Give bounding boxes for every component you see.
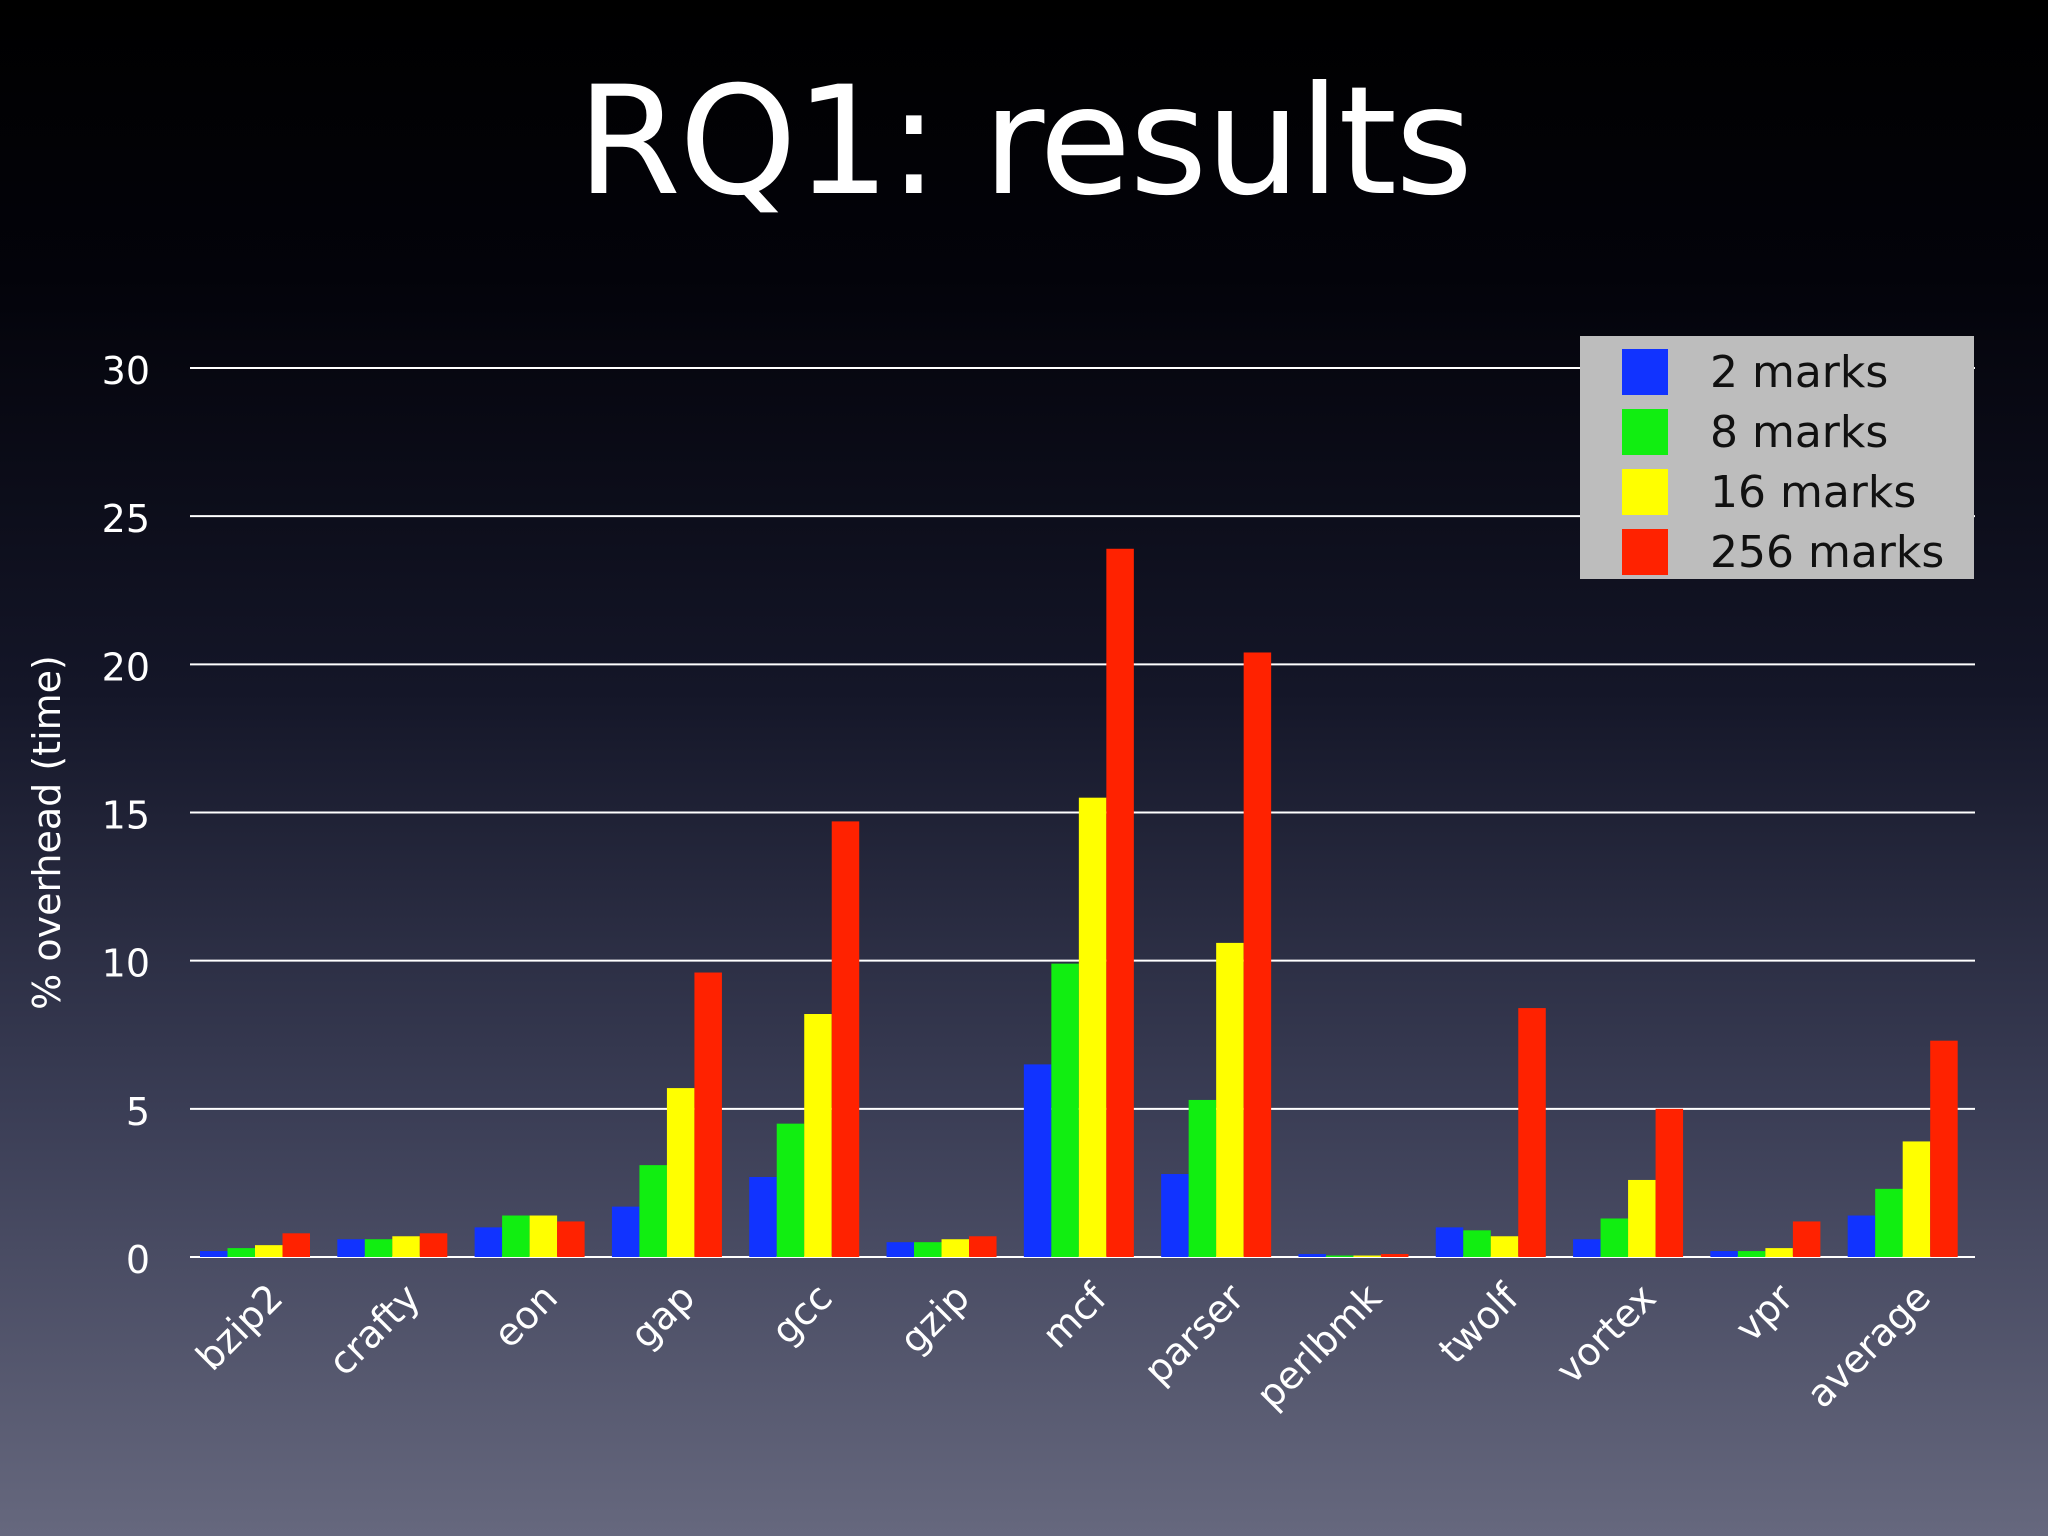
bar-crafty-8-marks [364, 1239, 393, 1257]
x-tick-label: parser [1135, 1275, 1253, 1393]
y-tick-label: 30 [102, 349, 150, 393]
bar-gzip-16-marks [941, 1239, 970, 1257]
bar-gap-8-marks [639, 1165, 667, 1257]
bar-parser-16-marks [1216, 942, 1244, 1257]
bar-crafty-16-marks [392, 1236, 420, 1257]
bar-average-16-marks [1902, 1141, 1931, 1257]
x-tick-label: perlbmk [1248, 1275, 1390, 1417]
legend-label: 16 marks [1710, 467, 1916, 518]
bar-mcf-8-marks [1051, 963, 1079, 1257]
x-tick-label: eon [485, 1275, 566, 1356]
bar-gzip-8-marks [914, 1242, 942, 1257]
legend-swatch [1622, 469, 1668, 515]
bar-vortex-2-marks [1573, 1239, 1601, 1257]
bar-parser-8-marks [1188, 1099, 1217, 1257]
bar-average-256-marks [1930, 1040, 1958, 1257]
x-tick-label: gap [622, 1275, 704, 1357]
legend-label: 256 marks [1710, 527, 1944, 578]
bar-twolf-2-marks [1435, 1227, 1464, 1257]
bar-twolf-8-marks [1463, 1230, 1491, 1257]
legend-label: 8 marks [1710, 407, 1888, 458]
bar-mcf-2-marks [1023, 1064, 1052, 1257]
y-tick-label: 20 [102, 645, 150, 689]
legend-swatch [1622, 409, 1668, 455]
y-tick-label: 15 [102, 794, 150, 838]
x-tick-label: average [1798, 1275, 1939, 1416]
y-tick-label: 10 [102, 942, 150, 986]
bar-parser-2-marks [1161, 1174, 1189, 1257]
bar-gzip-2-marks [886, 1242, 915, 1257]
x-tick-label: mcf [1034, 1274, 1117, 1357]
bar-average-8-marks [1875, 1188, 1903, 1257]
bar-perlbmk-16-marks [1353, 1255, 1381, 1257]
bar-gap-16-marks [666, 1088, 695, 1257]
y-tick-label: 0 [126, 1238, 150, 1282]
bar-vpr-8-marks [1737, 1251, 1766, 1257]
slide-title: RQ1: results [576, 55, 1473, 229]
bar-gzip-256-marks [969, 1236, 997, 1257]
bar-gcc-256-marks [831, 821, 860, 1257]
bar-twolf-16-marks [1490, 1236, 1519, 1257]
bar-parser-256-marks [1243, 652, 1272, 1257]
bar-gap-2-marks [611, 1206, 640, 1257]
bar-bzip2-2-marks [200, 1251, 228, 1257]
bar-eon-2-marks [474, 1227, 503, 1257]
bar-crafty-256-marks [419, 1233, 448, 1257]
bar-gap-256-marks [694, 972, 722, 1257]
bar-perlbmk-8-marks [1325, 1255, 1354, 1257]
bar-gcc-8-marks [776, 1123, 805, 1257]
x-tick-label: vpr [1727, 1275, 1802, 1350]
legend-swatch [1622, 349, 1668, 395]
bar-vpr-16-marks [1765, 1248, 1793, 1257]
bar-average-2-marks [1847, 1215, 1876, 1257]
x-tick-label: gcc [763, 1275, 841, 1353]
bar-mcf-256-marks [1106, 548, 1134, 1257]
x-tick-label: twolf [1430, 1274, 1528, 1372]
bar-vpr-2-marks [1710, 1251, 1738, 1257]
bar-perlbmk-2-marks [1298, 1254, 1326, 1257]
bar-twolf-256-marks [1518, 1008, 1546, 1257]
bar-crafty-2-marks [337, 1239, 365, 1257]
y-tick-label: 25 [102, 497, 150, 541]
bar-eon-16-marks [529, 1215, 558, 1257]
bar-eon-256-marks [557, 1221, 585, 1257]
bar-vortex-8-marks [1600, 1218, 1629, 1257]
bar-vpr-256-marks [1792, 1221, 1821, 1257]
y-tick-label: 5 [126, 1090, 150, 1134]
bar-bzip2-8-marks [227, 1248, 255, 1257]
x-tick-label: vortex [1547, 1275, 1664, 1392]
x-tick-label: bzip2 [187, 1275, 291, 1379]
bar-eon-8-marks [502, 1215, 530, 1257]
x-tick-label: gzip [891, 1275, 978, 1362]
bar-bzip2-16-marks [255, 1245, 283, 1257]
y-axis-label: % overhead (time) [25, 655, 69, 1010]
bar-bzip2-256-marks [282, 1233, 310, 1257]
bar-gcc-2-marks [749, 1176, 777, 1257]
legend-swatch [1622, 529, 1668, 575]
bar-mcf-16-marks [1078, 797, 1107, 1257]
bar-gcc-16-marks [804, 1014, 832, 1257]
bar-perlbmk-256-marks [1380, 1254, 1409, 1257]
x-tick-label: crafty [320, 1275, 429, 1384]
bar-vortex-256-marks [1655, 1108, 1684, 1257]
bar-vortex-16-marks [1628, 1179, 1656, 1257]
legend-label: 2 marks [1710, 347, 1888, 398]
